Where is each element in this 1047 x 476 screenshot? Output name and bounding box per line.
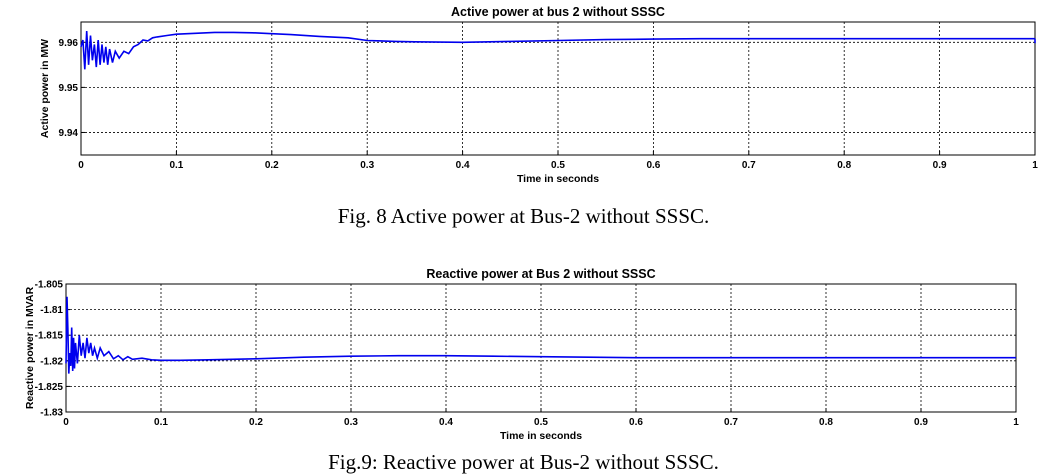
figure-9: 0 0.1 0.2 0.3 0.4 0.5 0.6 0.7 0.8 0.9 1 -1.805 -1.81… xyxy=(0,262,1047,476)
data-line xyxy=(65,296,1016,374)
x-tick-label: 0.5 xyxy=(551,160,565,171)
x-tick-label: 0.4 xyxy=(456,160,470,171)
y-axis-label: Reactive power in MVAR xyxy=(24,286,36,409)
x-tick-label: 0.9 xyxy=(933,160,947,171)
y-tick-label: -1.83 xyxy=(40,408,63,419)
y-tick-label: -1.81 xyxy=(40,305,63,316)
figure-9-caption: Fig.9: Reactive power at Bus-2 without S… xyxy=(328,450,719,474)
x-tick-label: 0.6 xyxy=(646,160,660,171)
x-tick-label: 0.4 xyxy=(439,417,453,428)
chart-title: Active power at bus 2 without SSSC xyxy=(451,5,665,19)
x-axis-label: Time in seconds xyxy=(517,173,599,185)
y-tick-label: -1.825 xyxy=(35,382,64,393)
reactive-power-chart: 0 0.1 0.2 0.3 0.4 0.5 0.6 0.7 0.8 0.9 1 -1.805 -1.81… xyxy=(24,267,1019,442)
x-tick-label: 0.6 xyxy=(629,417,643,428)
y-tick-label: 9.95 xyxy=(59,83,79,94)
x-tick-label: 0.8 xyxy=(819,417,833,428)
x-tick-label: 0.3 xyxy=(360,160,374,171)
x-tick-label: 0.9 xyxy=(914,417,928,428)
y-axis-label: Active power in MW xyxy=(39,39,51,138)
x-tick-label: 0.2 xyxy=(265,160,279,171)
y-tick-label: -1.815 xyxy=(35,331,64,342)
y-tick-label: -1.805 xyxy=(35,280,64,291)
x-tick-label: 0.3 xyxy=(344,417,358,428)
figure-8-caption: Fig. 8 Active power at Bus-2 without SSS… xyxy=(337,204,710,228)
x-tick-label: 0.8 xyxy=(837,160,851,171)
x-tick-label: 0.5 xyxy=(534,417,548,428)
y-tick-label: -1.82 xyxy=(40,356,63,367)
y-tick-label: 9.96 xyxy=(59,38,79,49)
x-tick-label: 0 xyxy=(78,160,84,171)
x-tick-label: 0.7 xyxy=(724,417,738,428)
x-tick-label: 0.1 xyxy=(169,160,183,171)
figure-8: 0 0.1 0.2 0.3 0.4 0.5 0.6 0.7 0.8 0.9 1 9.94 9.95 9.9… xyxy=(39,5,1038,228)
data-line xyxy=(80,30,1035,70)
chart-title: Reactive power at Bus 2 without SSSC xyxy=(426,267,655,281)
x-tick-label: 1 xyxy=(1032,160,1038,171)
x-axis-label: Time in seconds xyxy=(500,430,582,442)
x-tick-label: 0.7 xyxy=(742,160,756,171)
x-tick-label: 1 xyxy=(1013,417,1019,428)
x-tick-label: 0.2 xyxy=(249,417,263,428)
x-tick-label: 0 xyxy=(63,417,69,428)
active-power-chart: 0 0.1 0.2 0.3 0.4 0.5 0.6 0.7 0.8 0.9 1 9.94 9.95 9.9… xyxy=(39,5,1038,185)
x-tick-label: 0.1 xyxy=(154,417,168,428)
y-tick-label: 9.94 xyxy=(59,128,79,139)
